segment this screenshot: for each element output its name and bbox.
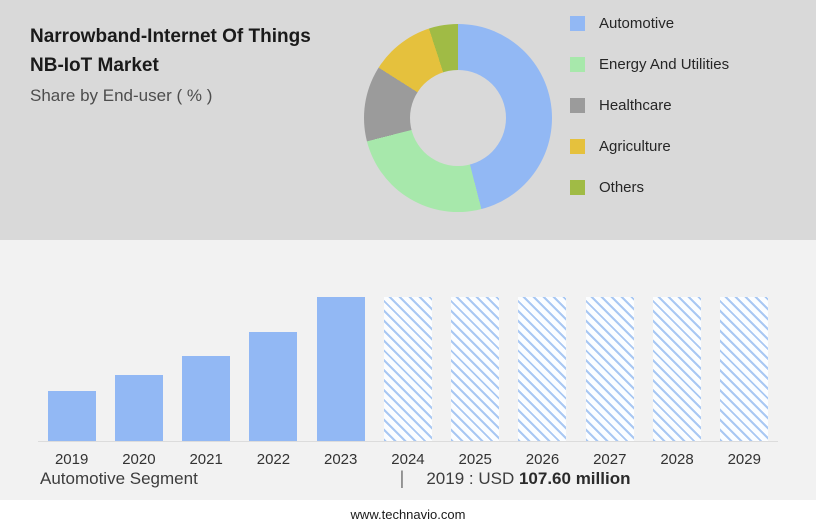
x-axis-label: 2028 bbox=[660, 451, 694, 468]
donut-section: Narrowband-Internet Of Things NB-IoT Mar… bbox=[0, 0, 816, 240]
bar-column: 2020 bbox=[105, 297, 173, 468]
x-axis-label: 2026 bbox=[525, 451, 560, 468]
x-axis-label: 2022 bbox=[256, 451, 291, 468]
legend-swatch bbox=[570, 56, 585, 72]
value-bar bbox=[182, 356, 231, 441]
legend-label: Others bbox=[599, 178, 645, 196]
bar-column: 2022 bbox=[239, 297, 308, 468]
bar-column: 2019 bbox=[38, 297, 106, 468]
bar-zone bbox=[576, 297, 644, 442]
legend-item: Automotive bbox=[570, 14, 729, 32]
forecast-bar bbox=[585, 297, 634, 441]
title-block: Narrowband-Internet Of Things NB-IoT Mar… bbox=[30, 22, 311, 108]
x-axis-label: 2024 bbox=[391, 451, 425, 468]
legend-item: Agriculture bbox=[570, 137, 729, 155]
segment-value: 2019 : USD 107.60 million bbox=[414, 469, 776, 489]
bar-column: 2024 bbox=[374, 297, 442, 468]
bar-column: 2028 bbox=[643, 297, 711, 468]
chart-subtitle: Share by End-user ( % ) bbox=[30, 86, 213, 105]
legend-label: Energy And Utilities bbox=[599, 55, 730, 73]
x-axis-label: 2023 bbox=[324, 451, 358, 468]
segment-value-prefix: 2019 : USD bbox=[426, 468, 515, 488]
legend-swatch bbox=[570, 97, 585, 113]
bar-section: 2019 2020 2021 2022 2023 2024 2025 2026 2027 2028… bbox=[0, 240, 816, 500]
forecast-bar bbox=[451, 297, 500, 441]
donut-hole bbox=[410, 70, 506, 166]
legend-swatch bbox=[570, 138, 585, 154]
legend: Automotive Energy And Utilities Healthcare… bbox=[570, 14, 729, 219]
bar-column: 2021 bbox=[172, 297, 240, 468]
page-title-line2: NB-IoT Market bbox=[30, 55, 159, 76]
legend-swatch bbox=[570, 15, 585, 31]
bar-chart: 2019 2020 2021 2022 2023 2024 2025 2026 2027 2028… bbox=[38, 297, 778, 468]
value-bar bbox=[316, 297, 365, 441]
legend-label: Automotive bbox=[599, 14, 675, 32]
x-axis-label: 2021 bbox=[189, 451, 223, 468]
legend-swatch bbox=[570, 179, 585, 195]
legend-label: Agriculture bbox=[599, 137, 671, 155]
x-axis-label: 2027 bbox=[593, 451, 627, 468]
x-axis-label: 2025 bbox=[458, 451, 492, 468]
bar-zone bbox=[105, 297, 173, 442]
website-url: www.technavio.com bbox=[350, 506, 466, 522]
x-axis-label: 2019 bbox=[54, 451, 89, 468]
bar-column: 2023 bbox=[307, 297, 375, 468]
forecast-bar bbox=[720, 297, 769, 441]
legend-item: Healthcare bbox=[570, 96, 729, 114]
bar-column: 2027 bbox=[576, 297, 644, 468]
bar-zone bbox=[239, 297, 308, 442]
legend-item: Others bbox=[570, 178, 729, 196]
legend-item: Energy And Utilities bbox=[570, 55, 729, 73]
value-bar bbox=[249, 331, 298, 441]
forecast-bar bbox=[653, 297, 702, 441]
bar-column: 2029 bbox=[710, 297, 778, 468]
bar-zone bbox=[374, 297, 442, 442]
segment-label: Automotive Segment bbox=[40, 468, 198, 488]
bar-column: 2026 bbox=[508, 297, 577, 468]
caption-separator: | bbox=[399, 468, 405, 488]
bar-zone bbox=[38, 297, 106, 442]
bar-column: 2025 bbox=[441, 297, 509, 468]
value-bar bbox=[114, 374, 163, 441]
bar-zone bbox=[508, 297, 577, 442]
donut-chart bbox=[364, 24, 552, 212]
bar-zone bbox=[441, 297, 509, 442]
forecast-bar bbox=[383, 297, 432, 441]
bar-zone bbox=[172, 297, 240, 442]
x-axis-label: 2029 bbox=[727, 451, 761, 468]
segment-value-amount: 107.60 million bbox=[518, 468, 631, 488]
bar-zone bbox=[710, 297, 778, 442]
forecast-bar bbox=[518, 297, 567, 441]
page-title-line1: Narrowband-Internet Of Things bbox=[30, 26, 311, 47]
value-bar bbox=[47, 390, 96, 441]
website-footer: www.technavio.com bbox=[0, 500, 816, 528]
chart-caption-row: Automotive Segment | 2019 : USD 107.60 m… bbox=[0, 468, 816, 489]
x-axis-label: 2020 bbox=[122, 451, 156, 468]
bar-zone bbox=[307, 297, 375, 442]
legend-label: Healthcare bbox=[599, 96, 672, 114]
bar-zone bbox=[643, 297, 711, 442]
